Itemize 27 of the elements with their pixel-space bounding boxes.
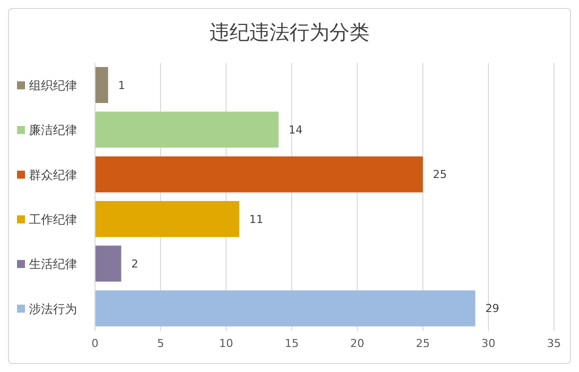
bar xyxy=(95,201,240,237)
bar xyxy=(95,156,423,192)
data-label: 2 xyxy=(131,258,138,271)
x-tick-label: 20 xyxy=(350,336,364,350)
y-tick-label: 工作纪律 xyxy=(29,212,77,227)
y-tick-label: 群众纪律 xyxy=(29,168,77,182)
bar xyxy=(95,290,476,326)
x-tick-label: 15 xyxy=(284,336,299,350)
x-tick-label: 10 xyxy=(219,336,234,350)
x-tick-label: 35 xyxy=(547,336,561,350)
data-label: 1 xyxy=(118,78,126,92)
data-label: 29 xyxy=(485,302,500,316)
x-tick-label: 5 xyxy=(157,336,164,350)
y-tick-label: 廉洁纪律 xyxy=(29,123,77,138)
data-label: 11 xyxy=(249,212,264,226)
y-tick-label: 涉法行为 xyxy=(29,302,77,316)
chart-title: 违纪违法行为分类 xyxy=(208,19,370,46)
data-label: 14 xyxy=(288,124,303,137)
bar xyxy=(95,246,122,282)
y-tick-label: 组织纪律 xyxy=(29,78,77,93)
bar xyxy=(95,67,108,103)
y-tick-label: 生活纪律 xyxy=(29,257,77,272)
x-tick-label: 25 xyxy=(416,336,430,350)
x-tick-label: 0 xyxy=(92,336,98,350)
x-tick-label: 30 xyxy=(481,336,496,350)
data-label: 25 xyxy=(432,168,447,182)
bar xyxy=(95,112,279,148)
